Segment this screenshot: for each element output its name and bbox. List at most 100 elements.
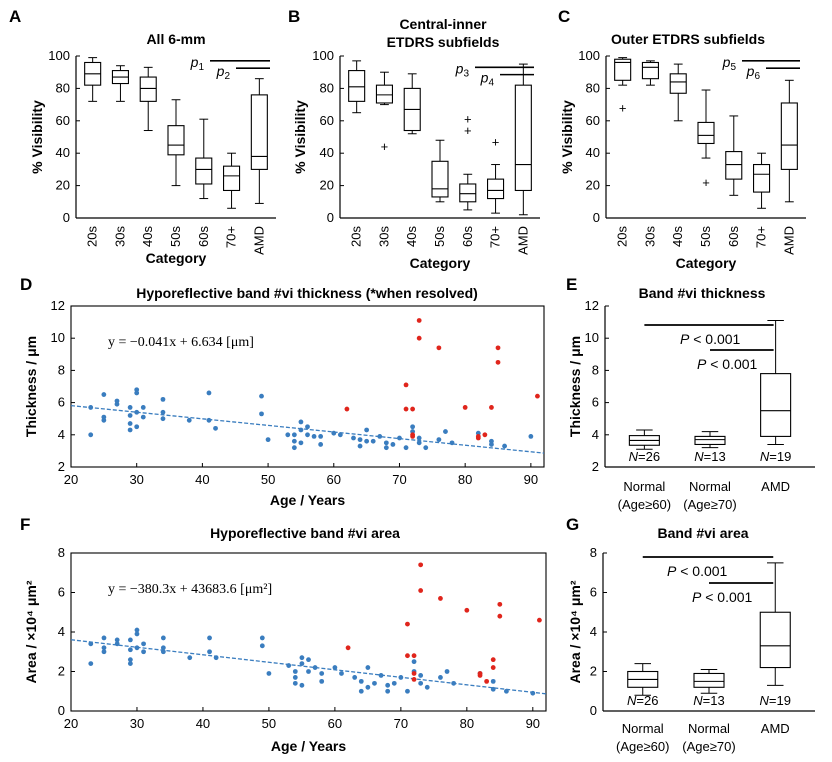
y-tick-label: 8 bbox=[58, 362, 65, 377]
regression-line bbox=[70, 639, 547, 695]
data-point bbox=[88, 661, 94, 666]
y-tick-label: 10 bbox=[51, 330, 65, 345]
y-tick-label: 0 bbox=[590, 703, 597, 718]
data-point bbox=[535, 393, 540, 399]
box-20s bbox=[84, 57, 102, 102]
sig-p: P bbox=[667, 563, 677, 579]
data-point bbox=[416, 440, 422, 446]
data-point bbox=[489, 405, 494, 410]
box-AMD bbox=[759, 562, 791, 686]
box-40s bbox=[403, 73, 421, 135]
outlier-marker: + bbox=[464, 123, 472, 138]
data-point bbox=[357, 443, 363, 449]
data-point bbox=[418, 673, 424, 678]
data-point bbox=[101, 392, 107, 397]
x-axis-label: Category bbox=[410, 255, 471, 271]
box-Normal-(Age≥70) bbox=[694, 431, 726, 449]
y-tick-label: 4 bbox=[58, 427, 65, 442]
data-point bbox=[88, 405, 94, 410]
regression-equation: y = −380.3x + 43683.6 [μm²] bbox=[108, 582, 272, 597]
box-iqr bbox=[348, 70, 366, 102]
data-point bbox=[403, 406, 409, 412]
data-point bbox=[410, 434, 416, 439]
data-point bbox=[141, 641, 146, 647]
data-point bbox=[160, 645, 166, 651]
data-point bbox=[259, 411, 264, 417]
panel-label: E bbox=[566, 275, 577, 294]
data-point bbox=[410, 406, 416, 412]
series-amd bbox=[345, 562, 542, 684]
x-axis-label: Age / Years bbox=[271, 738, 346, 754]
y-tick-label: 100 bbox=[578, 48, 600, 63]
box-AMD bbox=[514, 63, 532, 216]
data-point bbox=[411, 671, 417, 676]
x-axis-label: Category bbox=[146, 250, 207, 266]
box-iqr bbox=[669, 73, 687, 94]
x-tick-label: AMD bbox=[781, 226, 796, 255]
outlier-marker: + bbox=[464, 112, 472, 127]
data-point bbox=[187, 655, 193, 661]
sig-subscript: 4 bbox=[488, 78, 494, 89]
data-point bbox=[490, 665, 496, 670]
x-tick-label: 30 bbox=[129, 472, 143, 487]
panel-title: Hyporeflective band #vi area bbox=[210, 525, 400, 541]
data-point bbox=[319, 671, 325, 676]
data-point bbox=[292, 669, 298, 674]
box-20s: + bbox=[614, 57, 632, 115]
data-point bbox=[352, 675, 358, 680]
panel-title: Hyporeflective band #vi thickness (*when… bbox=[136, 285, 478, 301]
x-tick-label: 50s bbox=[432, 226, 447, 247]
y-tick-label: 2 bbox=[590, 664, 597, 679]
x-tick-label: 40 bbox=[195, 472, 209, 487]
x-tick-label: 20s bbox=[615, 226, 630, 247]
x-tick-label: 30s bbox=[642, 226, 657, 247]
n-symbol: N bbox=[693, 693, 703, 708]
y-tick-label: 12 bbox=[51, 298, 65, 313]
data-point bbox=[372, 680, 377, 686]
panel-label: A bbox=[9, 7, 21, 26]
data-point bbox=[451, 680, 457, 686]
data-point bbox=[497, 601, 503, 607]
data-point bbox=[101, 649, 107, 655]
box-iqr bbox=[753, 163, 771, 193]
y-tick-label: 100 bbox=[48, 48, 70, 63]
n-value: =19 bbox=[769, 449, 791, 464]
n-symbol: N bbox=[627, 693, 637, 708]
y-axis-label: % Visibility bbox=[559, 100, 575, 174]
data-point bbox=[213, 655, 219, 661]
n-symbol: N bbox=[629, 449, 639, 464]
data-point bbox=[358, 688, 364, 694]
box-iqr bbox=[139, 76, 157, 102]
x-tick-label: 90 bbox=[524, 472, 538, 487]
data-point bbox=[311, 434, 317, 439]
data-point bbox=[378, 673, 384, 678]
data-point bbox=[436, 437, 442, 443]
y-tick-label: 40 bbox=[56, 145, 70, 160]
box-iqr bbox=[431, 160, 449, 198]
data-point bbox=[207, 635, 212, 641]
data-point bbox=[286, 663, 292, 668]
data-point bbox=[423, 445, 429, 451]
box-iqr bbox=[725, 151, 743, 180]
y-tick-label: 60 bbox=[320, 113, 334, 128]
sig-subscript: 5 bbox=[730, 62, 736, 73]
data-point bbox=[397, 435, 402, 441]
box-AMD bbox=[250, 78, 268, 204]
data-point bbox=[385, 688, 391, 694]
data-point bbox=[365, 684, 371, 690]
box-70+ bbox=[753, 152, 771, 209]
data-point bbox=[462, 405, 468, 410]
data-point bbox=[405, 688, 410, 694]
n-symbol: N bbox=[760, 449, 770, 464]
data-point bbox=[291, 438, 297, 444]
data-point bbox=[405, 653, 410, 659]
series-amd bbox=[344, 318, 540, 441]
data-point bbox=[298, 419, 304, 425]
data-point bbox=[405, 621, 410, 627]
x-tick-label: 60s bbox=[196, 226, 211, 247]
data-point bbox=[134, 645, 140, 651]
data-point bbox=[385, 682, 391, 688]
data-point bbox=[337, 432, 343, 438]
box-iqr bbox=[167, 125, 185, 156]
